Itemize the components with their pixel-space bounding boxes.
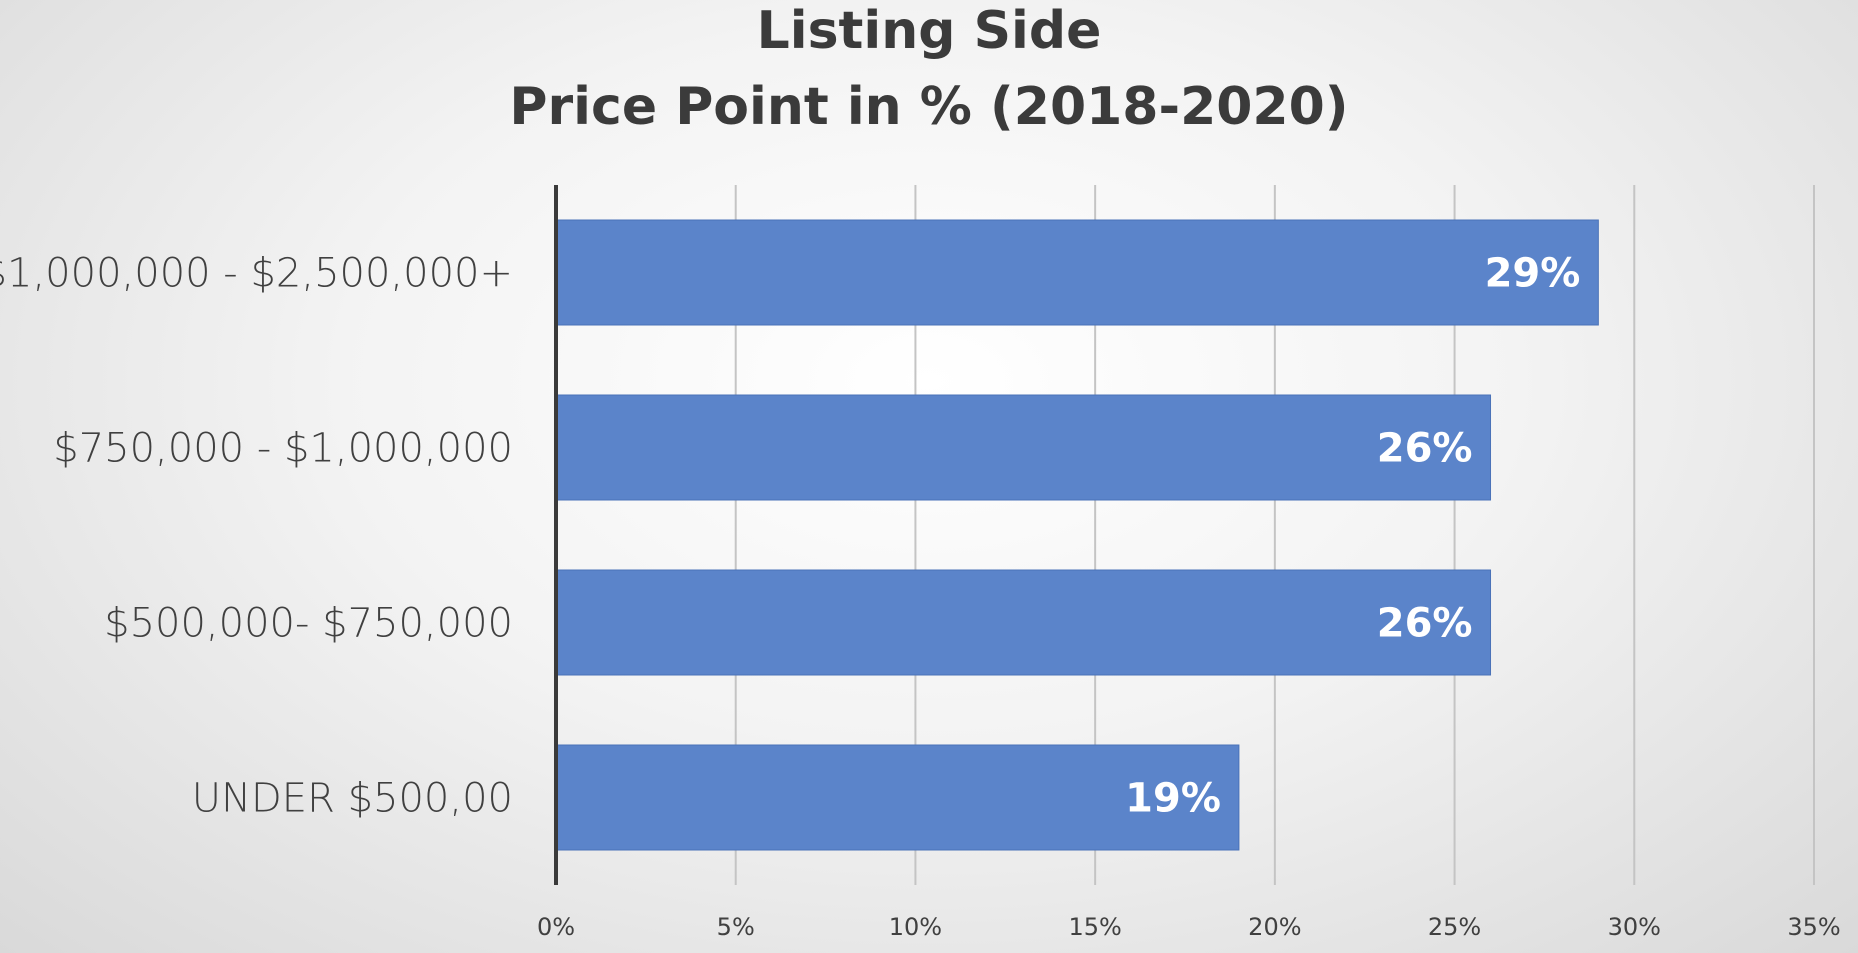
category-label: $500,000- $750,000 <box>104 601 513 647</box>
bar <box>555 744 1240 851</box>
bar <box>555 219 1599 326</box>
category-label: UNDER $500,00 <box>192 776 513 822</box>
x-axis-ticks: 0% 5% 10% 15% 20% 25% 30% 35% <box>537 913 1841 941</box>
x-tick-label: 20% <box>1248 913 1301 941</box>
bar <box>555 394 1492 501</box>
data-label: 29% <box>1485 251 1581 297</box>
category-label: $1,000,000 - $2,500,000+ <box>0 251 513 297</box>
x-tick-label: 0% <box>537 913 575 941</box>
bars: 29% 26% 26% 19% <box>555 219 1599 851</box>
y-axis-categories: $1,000,000 - $2,500,000+ $750,000 - $1,00… <box>0 251 513 822</box>
data-label: 26% <box>1377 601 1473 647</box>
x-tick-label: 10% <box>889 913 942 941</box>
x-tick-label: 5% <box>717 913 755 941</box>
x-tick-label: 30% <box>1608 913 1661 941</box>
category-label: $750,000 - $1,000,000 <box>53 426 513 472</box>
x-tick-label: 25% <box>1428 913 1481 941</box>
x-tick-label: 15% <box>1068 913 1121 941</box>
x-tick-label: 35% <box>1787 913 1840 941</box>
chart-title-line-1: Listing Side <box>757 1 1102 61</box>
data-label: 19% <box>1125 776 1221 822</box>
data-label: 26% <box>1377 426 1473 472</box>
bar <box>555 569 1492 676</box>
chart-title-line-2: Price Point in % (2018-2020) <box>509 77 1348 137</box>
